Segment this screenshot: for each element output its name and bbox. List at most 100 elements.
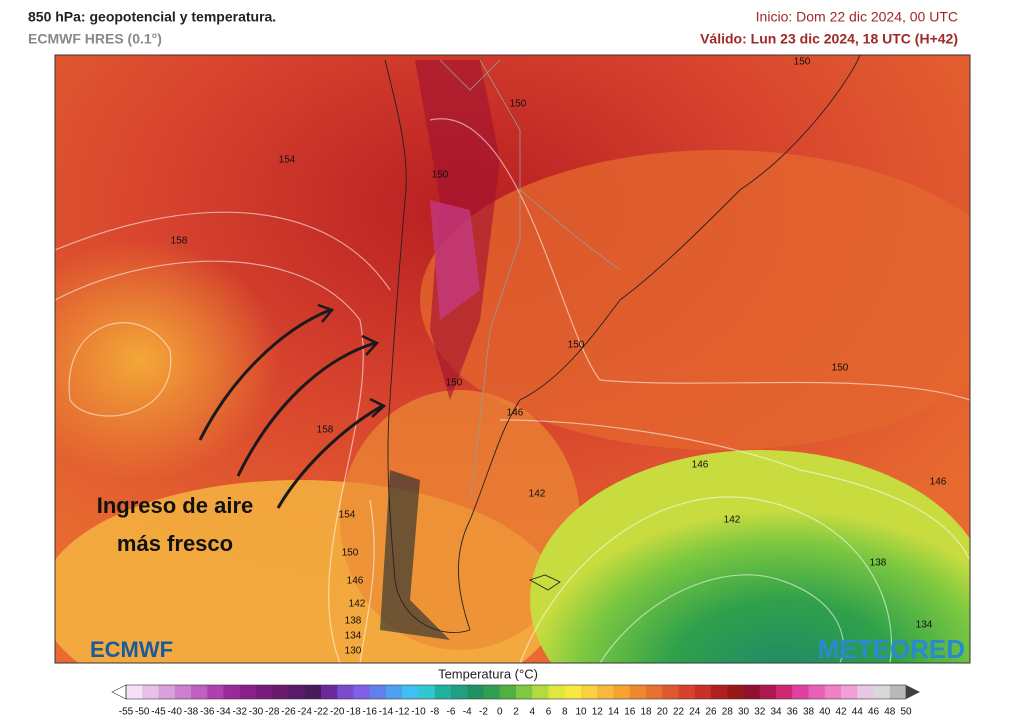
colorbar-tick-label: 22 bbox=[673, 707, 685, 718]
colorbar-tick-label: 46 bbox=[868, 707, 880, 718]
colorbar-swatch bbox=[532, 685, 549, 699]
colorbar-tick-label: -50 bbox=[135, 707, 150, 718]
colorbar-swatch bbox=[467, 685, 484, 699]
contour-label: 146 bbox=[347, 576, 364, 587]
colorbar-swatch bbox=[321, 685, 338, 699]
model: ECMWF HRES (0.1°) bbox=[28, 31, 162, 47]
contour-label: 154 bbox=[279, 155, 296, 166]
colorbar-tick-label: 6 bbox=[546, 707, 552, 718]
isohypses bbox=[55, 118, 970, 663]
map-area bbox=[55, 55, 970, 663]
colorbar-tick-label: -22 bbox=[314, 707, 329, 718]
coastlines bbox=[384, 55, 861, 633]
colorbar-tick-label: 40 bbox=[819, 707, 831, 718]
colorbar-tick-label: -14 bbox=[379, 707, 394, 718]
colorbar-swatch bbox=[711, 685, 728, 699]
colorbar-tick-label: 4 bbox=[529, 707, 535, 718]
field bbox=[420, 150, 970, 450]
colorbar-swatch bbox=[142, 685, 159, 699]
contour-label: 134 bbox=[916, 620, 933, 631]
colorbar-swatch bbox=[564, 685, 582, 699]
colorbar-swatch bbox=[516, 685, 533, 699]
init-time: Inicio: Dom 22 dic 2024, 00 UTC bbox=[756, 9, 958, 25]
colorbar-tick-label: 18 bbox=[640, 707, 652, 718]
colorbar-tick-label: 12 bbox=[592, 707, 604, 718]
colorbar-tick-label: 30 bbox=[738, 707, 750, 718]
colorbar-tick-label: -38 bbox=[184, 707, 199, 718]
colorbar-over bbox=[906, 685, 920, 699]
colorbar-tick-label: 48 bbox=[884, 707, 896, 718]
logo: METEORED bbox=[818, 634, 965, 664]
colorbar-tick-label: -12 bbox=[395, 707, 410, 718]
colorbar-swatch bbox=[191, 685, 208, 699]
colorbar-swatch bbox=[499, 685, 517, 699]
contour-label: 142 bbox=[349, 599, 366, 610]
map-frame bbox=[54, 54, 971, 664]
colorbar-swatch bbox=[174, 685, 192, 699]
title: 850 hPa: geopotencial y temperatura. bbox=[28, 9, 276, 25]
contour-label: 142 bbox=[724, 515, 741, 526]
andes-field bbox=[430, 200, 480, 320]
colorbar-tick-label: -4 bbox=[463, 707, 472, 718]
colorbar-tick-label: -24 bbox=[298, 707, 313, 718]
contour-label: 146 bbox=[692, 460, 709, 471]
colorbar-tick-label: -6 bbox=[447, 707, 456, 718]
colorbar-tick-label: 0 bbox=[497, 707, 503, 718]
colorbar-swatch bbox=[418, 685, 436, 699]
colorbar-swatch bbox=[646, 685, 663, 699]
colorbar-swatch bbox=[272, 685, 289, 699]
colorbar-tick-label: 34 bbox=[770, 707, 782, 718]
colorbar-tick-label: 10 bbox=[575, 707, 587, 718]
colorbar-swatch bbox=[613, 685, 631, 699]
colorbar-swatch bbox=[126, 685, 143, 699]
colorbar-swatch bbox=[678, 685, 696, 699]
colorbar-swatch bbox=[824, 685, 842, 699]
colorbar-tick-label: 2 bbox=[513, 707, 519, 718]
colorbar-tick-label: -2 bbox=[479, 707, 488, 718]
colorbar-swatch bbox=[792, 685, 809, 699]
contour-label: 158 bbox=[317, 425, 334, 436]
valid-time: Válido: Lun 23 dic 2024, 18 UTC (H+42) bbox=[700, 31, 958, 47]
colorbar-swatch bbox=[434, 685, 452, 699]
colorbar-tick-label: -8 bbox=[430, 707, 439, 718]
contour-label: 142 bbox=[529, 489, 546, 500]
colorbar-tick-label: -10 bbox=[411, 707, 426, 718]
colorbar-tick-label: 36 bbox=[787, 707, 799, 718]
colorbar-title: Temperatura (°C) bbox=[438, 666, 538, 681]
colorbar-tick-label: -16 bbox=[363, 707, 378, 718]
colorbar-swatch bbox=[369, 685, 387, 699]
colorbar-tick-label: 50 bbox=[900, 707, 912, 718]
colorbar-swatch bbox=[451, 685, 468, 699]
logo: ECMWF bbox=[90, 637, 173, 662]
field bbox=[55, 240, 280, 480]
contour-label: 158 bbox=[171, 236, 188, 247]
colorbar-swatch bbox=[548, 685, 566, 699]
contour-label: 134 bbox=[345, 631, 362, 642]
colorbar-tick-label: -45 bbox=[151, 707, 166, 718]
colorbar-swatch bbox=[662, 685, 679, 699]
colorbar-swatch bbox=[483, 685, 501, 699]
contour-label: 150 bbox=[832, 363, 849, 374]
colorbar-swatch bbox=[386, 685, 403, 699]
colorbar-swatch bbox=[808, 685, 826, 699]
colorbar-swatch bbox=[353, 685, 371, 699]
colorbar-swatch bbox=[727, 685, 744, 699]
contour-label: 150 bbox=[432, 170, 449, 181]
contour-label: 146 bbox=[930, 477, 947, 488]
colorbar-swatch bbox=[841, 685, 858, 699]
contour-label: 150 bbox=[342, 548, 359, 559]
colorbar-tick-label: 44 bbox=[852, 707, 864, 718]
colorbar-tick-label: -32 bbox=[233, 707, 248, 718]
colorbar-swatch bbox=[694, 685, 712, 699]
colorbar-swatch bbox=[889, 685, 907, 699]
borders bbox=[439, 59, 621, 501]
annotation-arrows bbox=[198, 303, 387, 509]
colorbar-tick-label: 32 bbox=[754, 707, 766, 718]
colorbar-swatch bbox=[759, 685, 777, 699]
colorbar-tick-label: -40 bbox=[168, 707, 183, 718]
colorbar-tick-label: -36 bbox=[200, 707, 215, 718]
colorbar-tick-label: -34 bbox=[216, 707, 231, 718]
colorbar-tick-label: -55 bbox=[119, 707, 134, 718]
colorbar-swatch bbox=[304, 685, 322, 699]
